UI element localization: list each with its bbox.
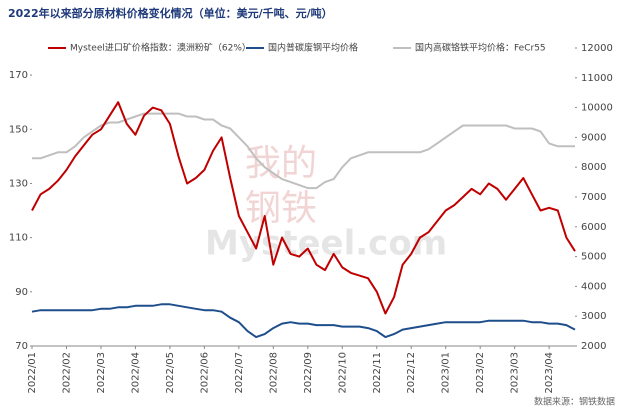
x-tick-label: 2022/12 [406, 352, 417, 394]
x-tick-label: 2022/11 [372, 352, 383, 394]
watermark: 我的 [245, 143, 317, 184]
y-tick-label: 90 [15, 287, 28, 298]
x-tick-label: 2022/10 [337, 352, 348, 394]
y-tick-label: 130 [9, 178, 28, 189]
legend-label: 国内高碳铬铁平均价格：FeCr55 [415, 42, 546, 54]
x-tick-label: 2022/08 [268, 352, 279, 394]
y2-tick-label: 8000 [581, 162, 606, 173]
x-tick-label: 2022/02 [61, 352, 72, 394]
y2-tick-label: 12000 [581, 43, 613, 54]
y2-tick-label: 11000 [581, 73, 613, 84]
x-tick-label: 2022/03 [96, 352, 107, 394]
series-line [31, 303, 576, 339]
x-tick-label: 2023/03 [510, 352, 521, 394]
x-tick-label: 2023/02 [475, 352, 486, 394]
x-tick-label: 2023/04 [544, 352, 555, 394]
watermark: Mysteel.com [205, 224, 447, 264]
series-line [32, 112, 575, 190]
source: 数据来源：钢铁数据 [534, 396, 615, 408]
x-tick-label: 2022/07 [234, 352, 245, 394]
x-tick-label: 2022/05 [165, 352, 176, 394]
y2-tick-label: 4000 [581, 281, 606, 292]
legend-label: Mysteel进口矿价格指数：澳洲粉矿（62%） [70, 42, 251, 54]
legend-label: 国内普碳废钢平均价格 [268, 42, 358, 54]
series-line [31, 101, 576, 315]
y2-tick-label: 10000 [581, 103, 613, 114]
x-tick-label: 2023/01 [441, 352, 452, 394]
x-tick-label: 2022/04 [130, 352, 141, 394]
x-tick-label: 2022/01 [27, 352, 38, 394]
y-tick-label: 170 [9, 70, 28, 81]
x-tick-label: 2022/09 [303, 352, 314, 394]
y-tick-label: 70 [15, 341, 28, 352]
y2-tick-label: 9000 [581, 132, 606, 143]
y2-tick-label: 7000 [581, 192, 606, 203]
x-tick-label: 2022/06 [199, 352, 210, 394]
y-tick-label: 110 [9, 233, 28, 244]
y2-tick-label: 2000 [581, 341, 606, 352]
y2-tick-label: 3000 [581, 311, 606, 322]
y2-tick-label: 6000 [581, 222, 606, 233]
y2-tick-label: 5000 [581, 252, 606, 263]
watermark: 钢铁 [245, 188, 317, 229]
chart-title: 2022年以来部分原材料价格变化情况（单位：美元/千吨、元/吨） [8, 6, 333, 20]
y-tick-label: 150 [9, 124, 28, 135]
